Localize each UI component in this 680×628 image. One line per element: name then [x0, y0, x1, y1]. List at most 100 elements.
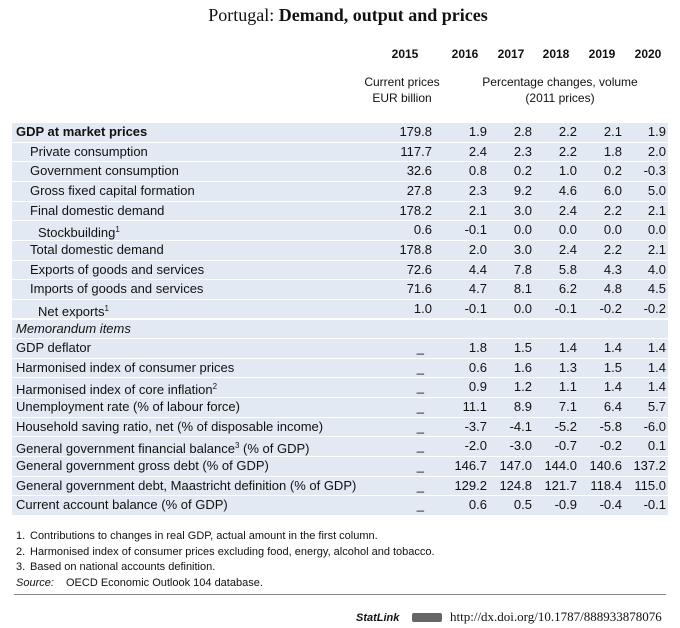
title-prefix: Portugal: [208, 5, 275, 25]
row-label: General government financial balance3 (%… [16, 438, 310, 457]
row-background [12, 416, 668, 437]
footnote-number: 3. [16, 561, 26, 573]
statlink-icon [412, 613, 442, 622]
cell-value: 147.0 [499, 458, 532, 474]
row-label: Government consumption [30, 163, 179, 179]
cell-value: 129.2 [454, 477, 487, 493]
label-text: Total domestic demand [30, 241, 164, 257]
subheader: Current prices [364, 75, 440, 89]
row-background [12, 239, 668, 260]
footnote-text: Contributions to changes in real GDP, ac… [30, 530, 378, 542]
row-background [12, 397, 668, 417]
cell-value: 4.0 [647, 261, 666, 277]
statlink-url[interactable]: http://dx.doi.org/10.1787/888933878076 [450, 609, 662, 624]
row-label: Stockbuilding1 [38, 222, 120, 241]
row-background [12, 180, 668, 201]
cell-value: 2.3 [513, 143, 532, 159]
cell-value: 4.6 [558, 182, 577, 198]
label-text: Private consumption [30, 143, 148, 159]
row-background [12, 161, 668, 181]
subheader: EUR billion [372, 91, 432, 105]
row-background [12, 318, 668, 339]
cell-value: 0.6 [468, 497, 487, 513]
footnote-number: 1. [16, 530, 26, 542]
cell-value: 1.5 [513, 340, 532, 356]
cell-value: 1.4 [647, 359, 666, 375]
footnote-text: Based on national accounts definition. [30, 561, 216, 573]
cell-value: 121.7 [544, 477, 577, 493]
row-background [12, 141, 668, 162]
cell-value: 2.4 [558, 241, 577, 257]
cell-value: 0.0 [558, 222, 577, 238]
cell-value: -2.0 [464, 438, 487, 454]
cell-value: 7.1 [558, 399, 577, 415]
row-background [12, 338, 668, 358]
row-background [12, 279, 668, 299]
cell-value: 115.0 [634, 477, 666, 493]
cell-value: 0.0 [603, 222, 622, 238]
label-text: Unemployment rate (% of labour force) [16, 399, 240, 415]
row-label: General government gross debt (% of GDP) [16, 458, 269, 474]
source-label: Source: [16, 577, 54, 589]
cell-value: 0.0 [513, 300, 532, 316]
cell-value: -0.4 [599, 497, 622, 513]
row-background [12, 475, 668, 496]
year-header: 2015 [391, 47, 419, 61]
cell-value: 179.8 [399, 124, 432, 139]
label-text: Final domestic demand [30, 202, 165, 218]
cell-value: 32.6 [406, 163, 432, 179]
cell-value: 5.0 [647, 182, 666, 198]
cell-value: 140.6 [589, 458, 622, 474]
cell-value: 2.4 [558, 202, 577, 218]
cell-value: 2.0 [647, 143, 666, 159]
subheader: (2011 prices) [525, 91, 595, 105]
cell-value: 6.4 [603, 399, 622, 415]
row-label: Private consumption [30, 144, 148, 160]
row-background [12, 456, 668, 476]
label-text: Gross fixed capital formation [30, 182, 195, 198]
cell-value: 9.2 [513, 182, 532, 198]
year-header: 2016 [451, 47, 479, 61]
row-background [12, 298, 668, 319]
cell-value: -0.3 [643, 163, 666, 179]
cell-value: 8.1 [513, 281, 532, 297]
row-label: Net exports1 [38, 301, 109, 320]
cell-value: -0.1 [464, 222, 487, 238]
label-text: General government debt, Maastricht defi… [16, 477, 357, 493]
cell-value: 144.0 [544, 458, 577, 474]
cell-value: 124.8 [499, 477, 532, 493]
row-background [12, 377, 668, 398]
row-label: Exports of goods and services [30, 262, 204, 278]
cell-value: -0.1 [554, 300, 577, 316]
row-label: Household saving ratio, net (% of dispos… [16, 419, 323, 435]
cell-value: _ [416, 438, 424, 454]
cell-value: 146.7 [454, 458, 487, 474]
label-text: GDP at market prices [16, 124, 148, 139]
cell-value: 2.1 [603, 124, 622, 139]
label-text: Net exports [38, 303, 105, 319]
row-label: Current account balance (% of GDP) [16, 497, 228, 513]
cell-value: 5.7 [647, 399, 666, 415]
row-label: Harmonised index of core inflation2 [16, 379, 217, 398]
cell-value: 1.9 [468, 124, 487, 139]
label-text: GDP deflator [16, 340, 91, 356]
cell-value: 178.8 [399, 241, 432, 257]
subheader: Percentage changes, volume [482, 75, 638, 89]
cell-value: 1.6 [513, 359, 532, 375]
cell-value: 1.3 [558, 359, 577, 375]
label-text: Stockbuilding [38, 225, 116, 241]
cell-value: -5.8 [599, 418, 622, 434]
label-text: Memorandum items [16, 320, 131, 336]
year-header: 2019 [588, 47, 616, 61]
cell-value: 8.9 [513, 399, 532, 415]
row-background [12, 436, 668, 457]
cell-value: 178.2 [399, 202, 432, 218]
cell-value: 1.0 [413, 300, 432, 316]
cell-value: _ [416, 379, 424, 395]
cell-value: 1.8 [468, 340, 487, 356]
row-background [12, 200, 668, 221]
footnote-ref: 1 [115, 225, 120, 235]
cell-value: _ [416, 359, 424, 375]
cell-value: 72.6 [406, 261, 432, 277]
